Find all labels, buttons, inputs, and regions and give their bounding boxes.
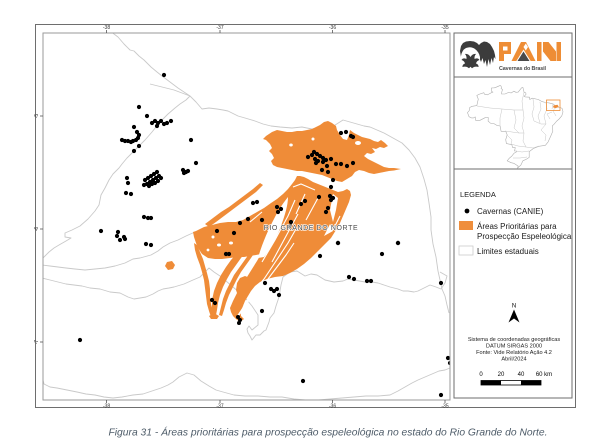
svg-text:Sistema de coordenadas geográf: Sistema de coordenadas geográficas (468, 337, 561, 343)
svg-text:-38: -38 (103, 404, 110, 410)
svg-text:-35: -35 (441, 404, 448, 410)
svg-text:-37: -37 (216, 404, 223, 410)
svg-text:-7: -7 (34, 340, 40, 345)
svg-text:60 km: 60 km (536, 372, 552, 378)
svg-text:-38: -38 (103, 25, 110, 31)
svg-text:-35: -35 (441, 25, 448, 31)
svg-text:LEGENDA: LEGENDA (460, 190, 496, 199)
svg-text:Fonte: Vide Relatório Ação 4.2: Fonte: Vide Relatório Ação 4.2 (476, 350, 552, 356)
svg-text:-6: -6 (34, 227, 40, 232)
svg-text:N: N (512, 304, 516, 310)
svg-text:Prospecção Espeleológica: Prospecção Espeleológica (477, 232, 572, 241)
svg-text:-36: -36 (329, 404, 336, 410)
svg-text:Cavernas do Brasil: Cavernas do Brasil (499, 66, 547, 72)
svg-text:Figura 31 - Áreas prioritárias: Figura 31 - Áreas prioritárias para pros… (108, 426, 547, 439)
svg-text:20: 20 (498, 372, 505, 378)
svg-text:DATUM SIRGAS 2000: DATUM SIRGAS 2000 (486, 344, 542, 350)
svg-text:RIO GRANDE DO NORTE: RIO GRANDE DO NORTE (264, 225, 359, 232)
svg-text:0: 0 (479, 372, 483, 378)
svg-text:40: 40 (518, 372, 525, 378)
svg-text:Abril/2024: Abril/2024 (501, 357, 526, 363)
svg-text:-36: -36 (329, 25, 336, 31)
svg-text:-37: -37 (216, 25, 223, 31)
svg-text:Áreas Prioritárias para: Áreas Prioritárias para (477, 222, 557, 231)
svg-text:Cavernas (CANIE): Cavernas (CANIE) (477, 207, 544, 216)
svg-text:-5: -5 (34, 114, 40, 119)
svg-text:Limites estaduais: Limites estaduais (477, 247, 539, 256)
